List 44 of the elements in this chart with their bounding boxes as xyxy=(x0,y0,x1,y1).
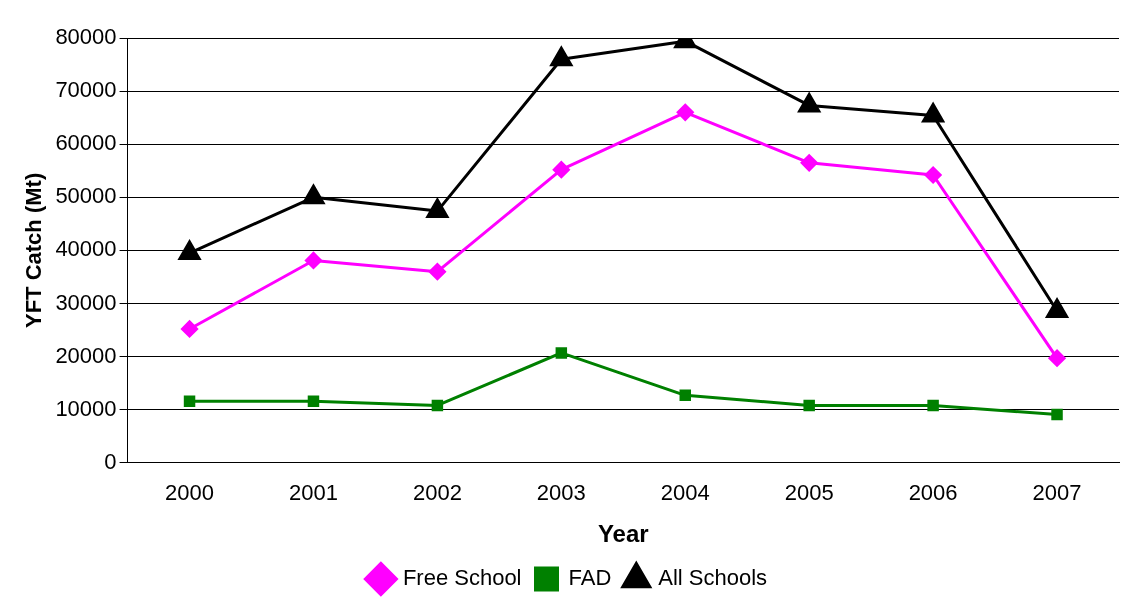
legend-label: Free School xyxy=(402,565,522,591)
point xyxy=(550,46,573,67)
point xyxy=(426,198,449,219)
y-tick-label: 80000 xyxy=(55,24,117,50)
point xyxy=(676,103,694,121)
x-tick-label: 2007 xyxy=(1032,480,1082,506)
x-tick-label: 2000 xyxy=(165,480,215,506)
point xyxy=(927,399,939,412)
y-tick-label: 10000 xyxy=(55,395,117,421)
y-tick-label: 20000 xyxy=(55,342,117,368)
y-axis-title: YFT Catch (Mt) xyxy=(21,172,47,328)
point xyxy=(428,263,446,281)
legend-label: FAD xyxy=(568,565,612,591)
legend-label: All Schools xyxy=(658,565,768,591)
y-tick-label: 50000 xyxy=(55,183,117,209)
x-tick-label: 2002 xyxy=(412,480,462,506)
point xyxy=(679,389,691,402)
point xyxy=(1048,349,1066,367)
point xyxy=(431,399,444,412)
point xyxy=(178,240,201,261)
x-tick-label: 2004 xyxy=(660,480,710,506)
point xyxy=(922,103,945,123)
x-tick-label: 2001 xyxy=(288,480,338,506)
point xyxy=(302,184,325,205)
point xyxy=(1051,408,1063,421)
x-tick-label: 2003 xyxy=(536,480,586,506)
point xyxy=(555,347,568,359)
y-tick-label: 70000 xyxy=(55,77,117,103)
point xyxy=(304,251,322,269)
point xyxy=(924,166,942,184)
y-tick-label: 30000 xyxy=(55,289,117,315)
point xyxy=(552,161,570,179)
point xyxy=(181,320,199,338)
y-tick-label: 60000 xyxy=(55,130,117,156)
x-tick-label: 2006 xyxy=(908,480,958,506)
y-tick-label: 0 xyxy=(104,448,117,474)
x-tick-label: 2005 xyxy=(784,480,834,506)
point xyxy=(800,154,818,172)
x-axis-title: Year xyxy=(597,520,649,548)
y-tick-label: 40000 xyxy=(55,236,117,262)
point xyxy=(803,399,815,412)
point xyxy=(307,395,320,407)
point xyxy=(183,395,196,407)
point xyxy=(798,92,821,113)
